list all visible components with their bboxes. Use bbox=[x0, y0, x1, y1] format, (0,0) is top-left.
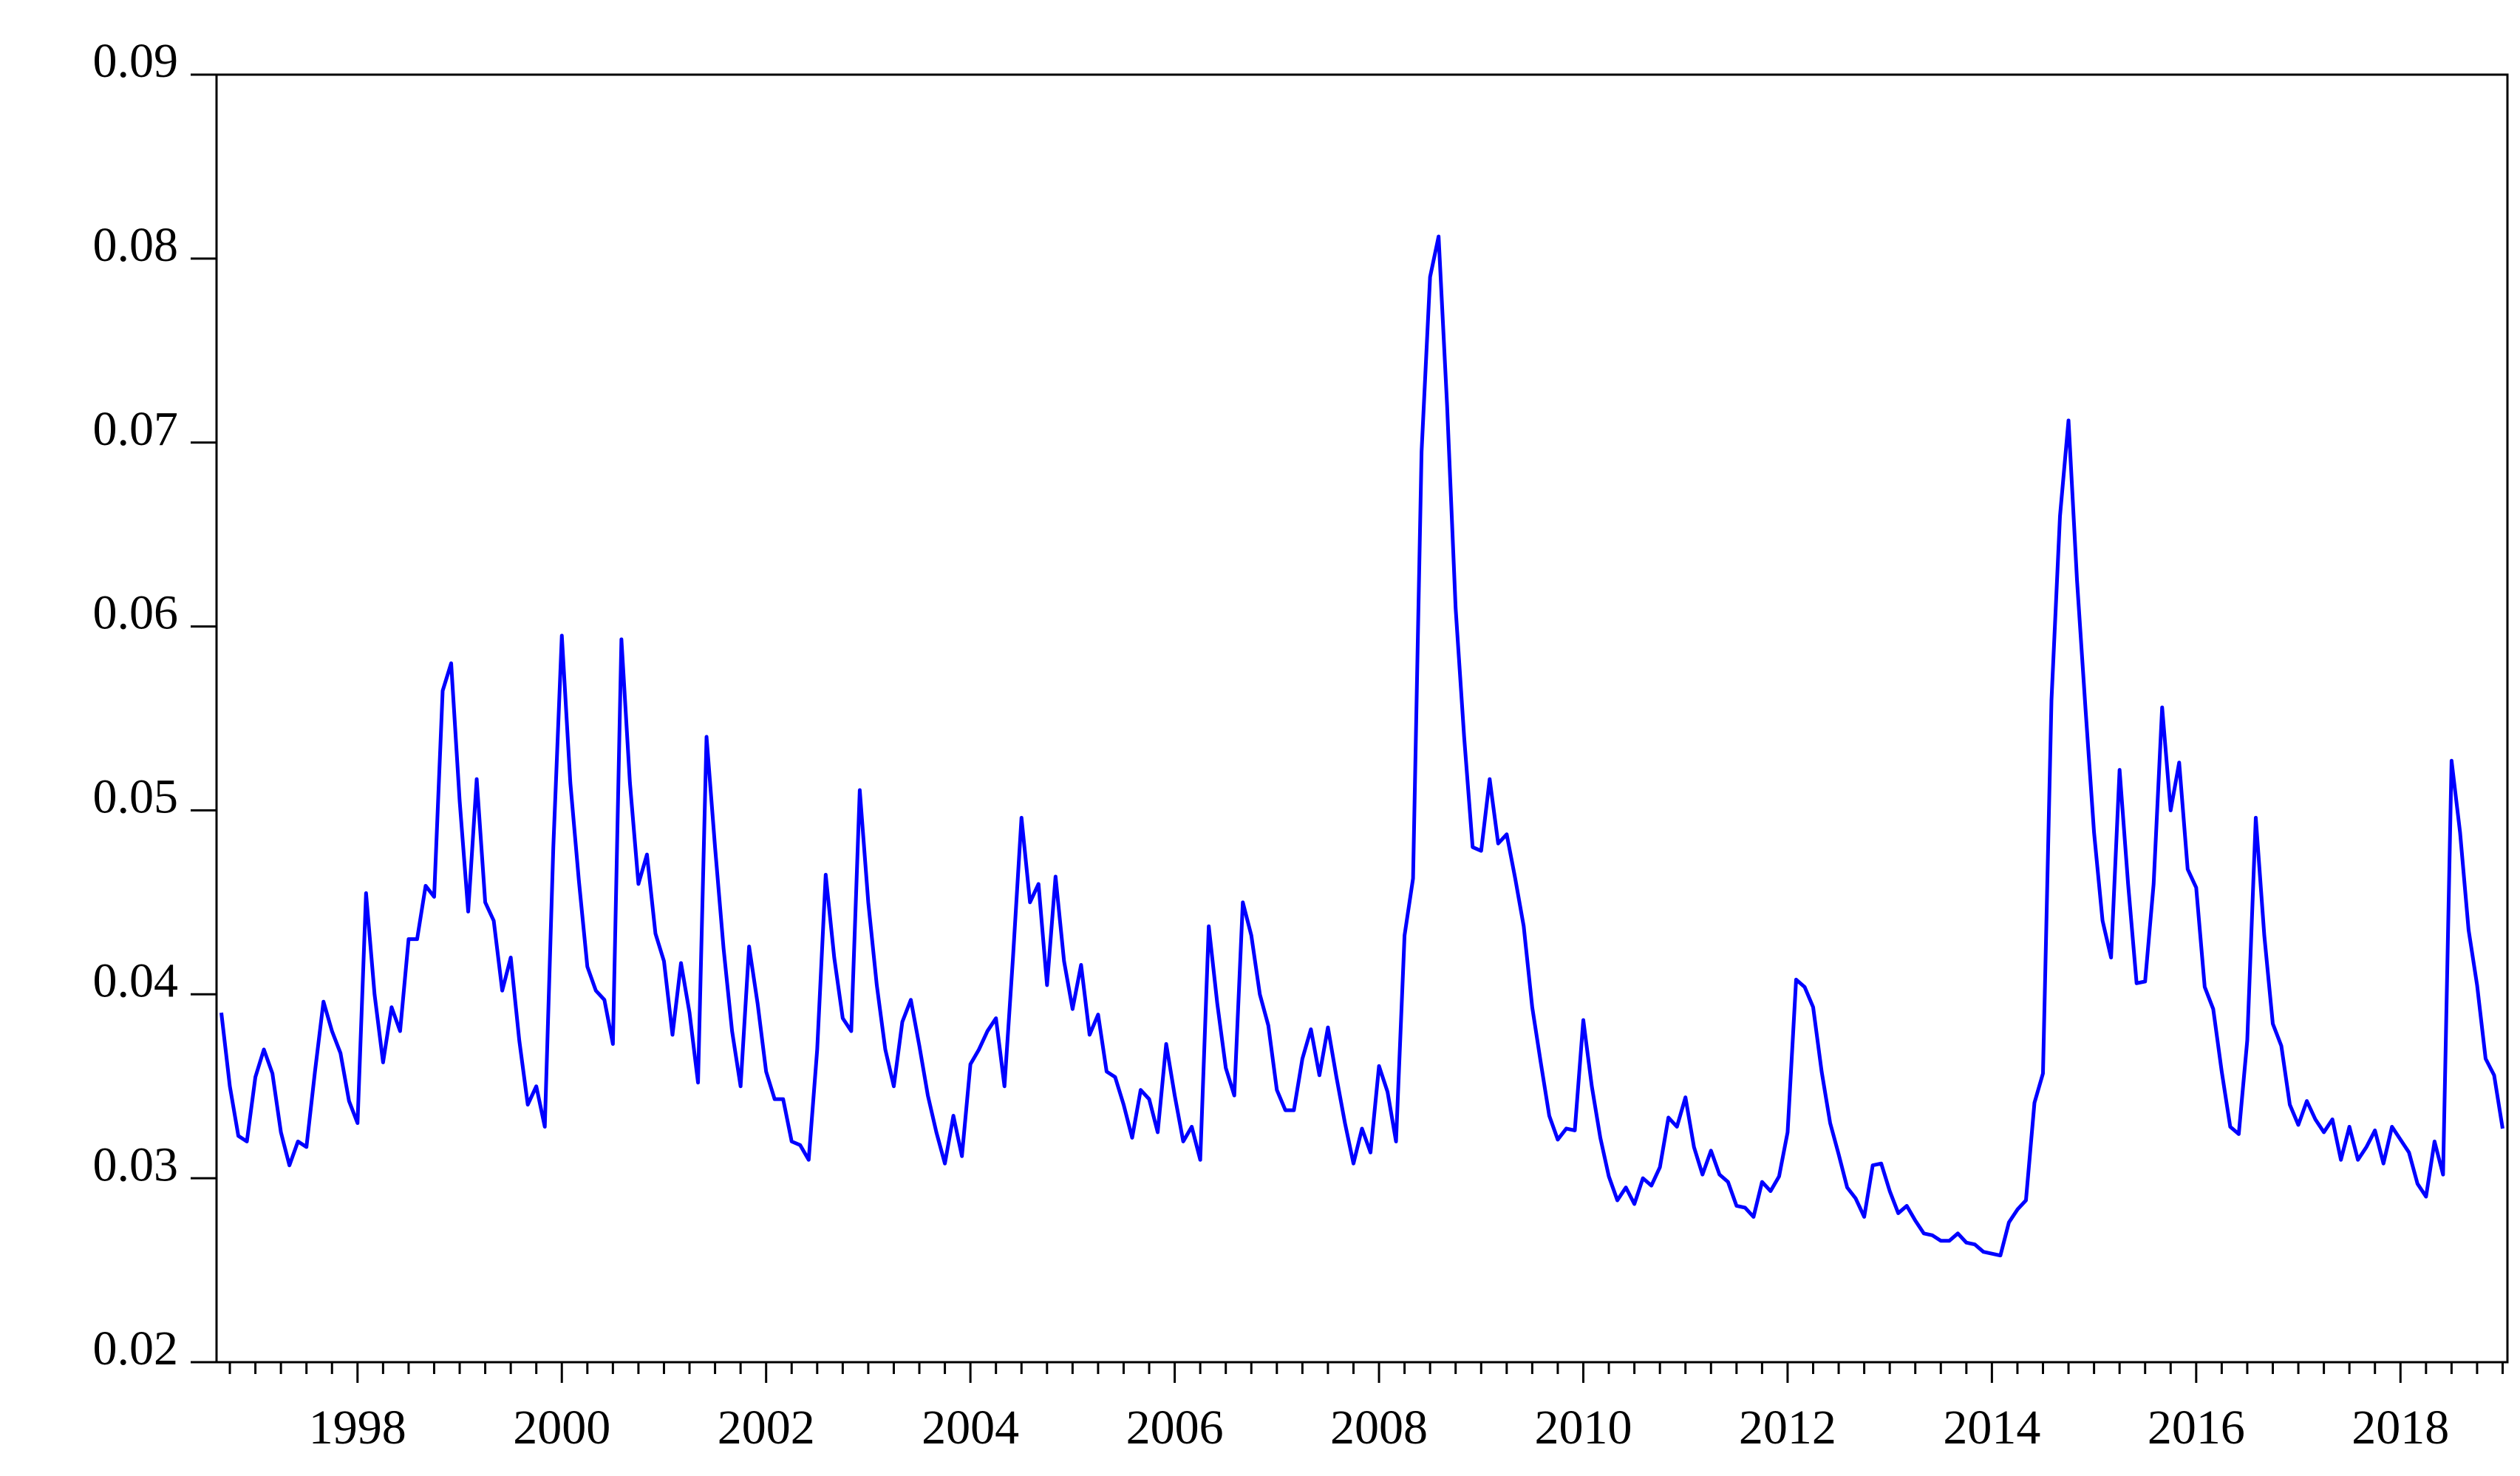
y-tick-label: 0.05 bbox=[93, 770, 179, 824]
y-tick-label: 0.06 bbox=[93, 586, 179, 640]
x-tick-label: 2010 bbox=[1534, 1401, 1632, 1455]
y-tick-label: 0.07 bbox=[93, 402, 179, 456]
x-tick-label: 2008 bbox=[1330, 1401, 1428, 1455]
x-tick-label: 2000 bbox=[513, 1401, 610, 1455]
x-tick-label: 2012 bbox=[1739, 1401, 1836, 1455]
y-tick-label: 0.08 bbox=[93, 218, 179, 272]
x-tick-label: 2002 bbox=[718, 1401, 815, 1455]
x-tick-label: 2018 bbox=[2352, 1401, 2449, 1455]
y-tick-label: 0.03 bbox=[93, 1137, 179, 1191]
y-tick-label: 0.02 bbox=[93, 1322, 179, 1375]
data-line bbox=[219, 234, 2504, 1258]
y-tick-label: 0.09 bbox=[93, 34, 179, 88]
x-tick-label: 2006 bbox=[1126, 1401, 1224, 1455]
x-tick-label: 2016 bbox=[2148, 1401, 2245, 1455]
x-tick-label: 1998 bbox=[309, 1401, 406, 1455]
x-tick-label: 2004 bbox=[922, 1401, 1019, 1455]
x-tick-label: 2014 bbox=[1943, 1401, 2040, 1455]
y-tick-label: 0.04 bbox=[93, 953, 179, 1007]
plot-frame bbox=[215, 73, 2509, 1364]
